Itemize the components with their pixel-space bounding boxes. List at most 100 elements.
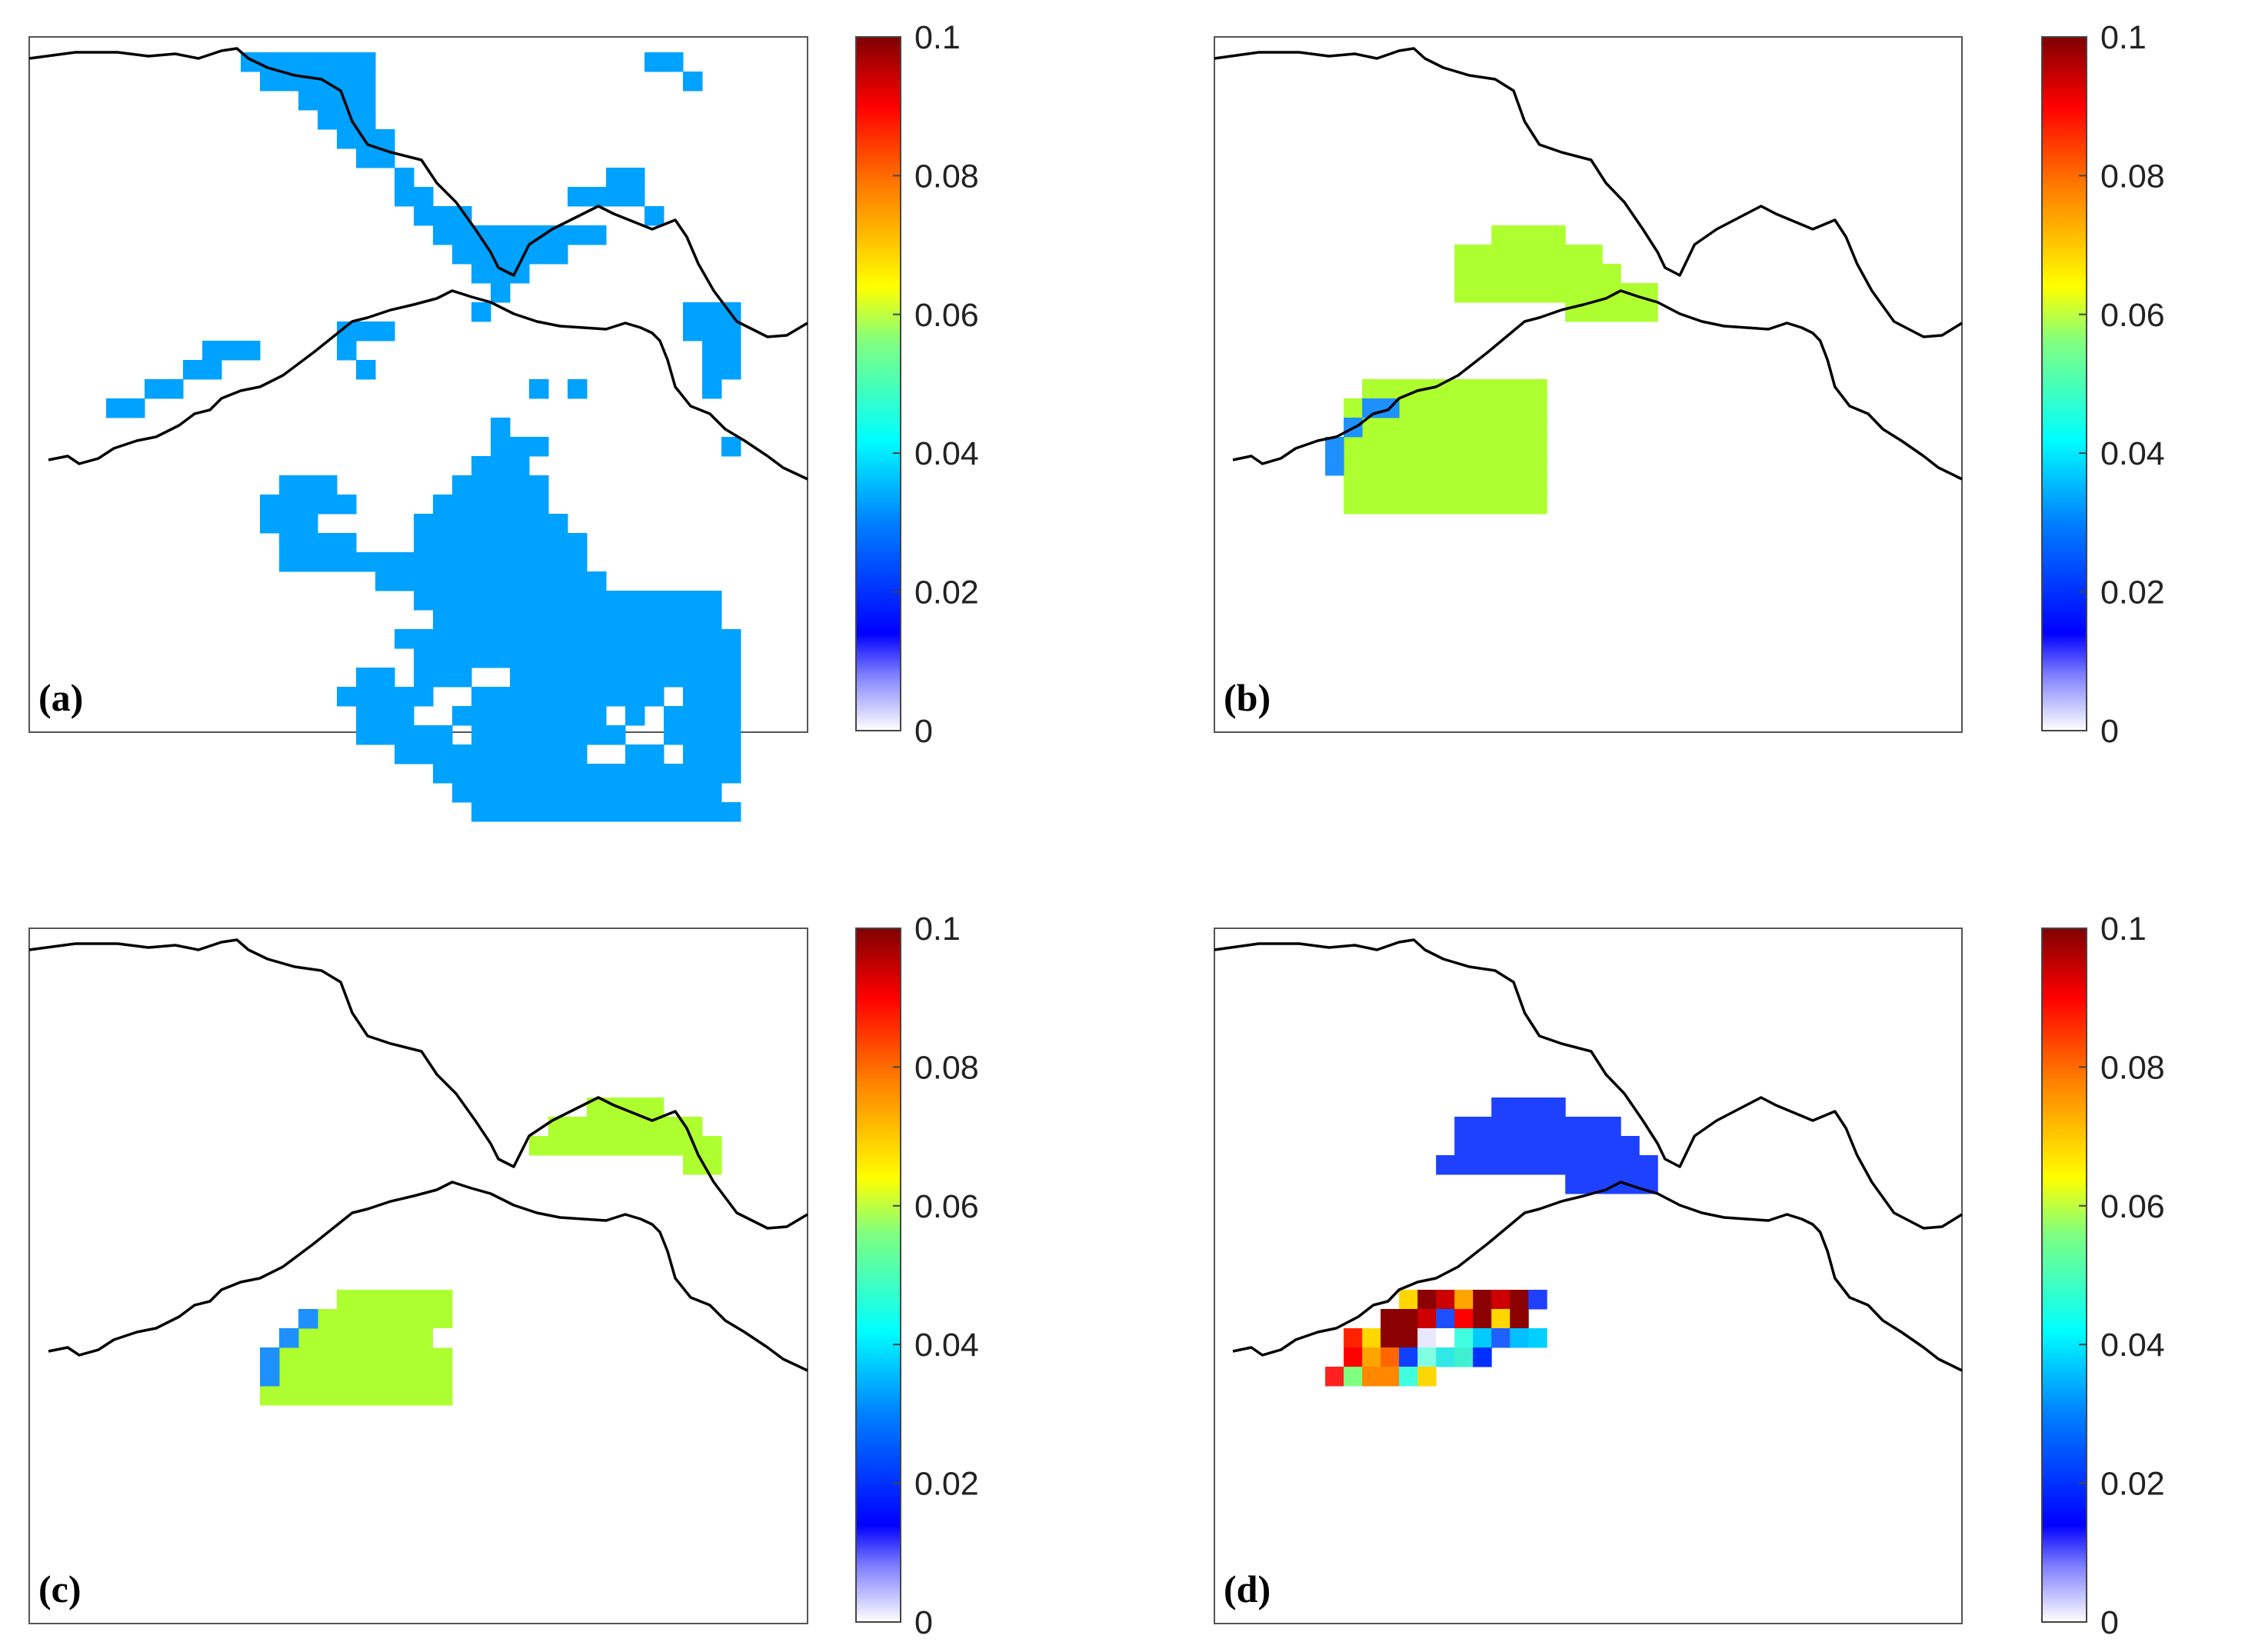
raster-cell — [1473, 1328, 1492, 1348]
raster-cell — [1417, 1347, 1437, 1367]
raster-cell — [1399, 1328, 1418, 1348]
raster-cell — [471, 302, 491, 322]
raster-cell — [318, 110, 376, 130]
raster-cell — [433, 764, 665, 784]
colorbar — [2041, 36, 2087, 731]
colorbar-tick-label: 0.06 — [2100, 297, 2165, 334]
raster-cell — [471, 802, 741, 822]
raster-cell — [491, 418, 511, 438]
raster-cell — [260, 514, 299, 534]
panel-label: (d) — [1224, 1567, 1271, 1610]
raster-cell — [1344, 475, 1547, 495]
raster-cell — [664, 764, 741, 784]
colorbar-tick-label: 0.02 — [914, 575, 979, 611]
raster-cell — [683, 321, 741, 341]
raster-cell — [1325, 456, 1344, 476]
raster-cell — [452, 245, 568, 265]
raster-cell — [337, 129, 395, 149]
raster-cell — [260, 1367, 453, 1387]
panel-b: (b) 0 0.02 0.04 0.06 0.08 0.1 — [1214, 19, 2165, 750]
raster-cell — [298, 514, 318, 534]
raster-cell — [568, 379, 588, 399]
colorbar-tick-label: 0.04 — [2100, 1327, 2165, 1364]
raster-cell — [375, 552, 588, 572]
colorbar — [855, 36, 901, 731]
raster-cell — [1454, 1117, 1621, 1137]
raster-cell — [452, 475, 549, 495]
raster-cell — [1436, 1328, 1455, 1348]
colorbar-tick-label: 0.08 — [2100, 1049, 2165, 1086]
raster-cell — [145, 379, 184, 399]
raster-cell — [510, 668, 741, 688]
raster-cell — [279, 1328, 453, 1348]
raster-cell — [356, 706, 415, 726]
colorbar-tick-label: 0.1 — [914, 19, 961, 56]
raster-cell — [414, 648, 741, 668]
boundary-upper — [28, 938, 808, 1230]
colorbar-tick-label: 0 — [2100, 713, 2119, 750]
raster-cell — [452, 783, 722, 803]
colorbar-tick-label: 0.02 — [2100, 1466, 2165, 1503]
raster-cell — [683, 1155, 722, 1175]
map-frame — [1214, 36, 1963, 733]
raster-cell — [1344, 456, 1547, 476]
raster-cell — [1491, 1309, 1511, 1329]
raster-layer — [1325, 225, 1658, 515]
raster-cell — [279, 552, 376, 572]
raster-cell — [260, 495, 357, 515]
raster-cell — [1344, 495, 1547, 515]
raster-cell — [1528, 1290, 1547, 1310]
colorbar-tick-label: 0.06 — [914, 1188, 979, 1225]
raster-cell — [1417, 1290, 1437, 1310]
raster-cell — [1473, 1347, 1492, 1367]
raster-cell — [1362, 1328, 1381, 1348]
raster-layer — [1325, 1097, 1658, 1387]
panel-label: (c) — [38, 1567, 82, 1610]
colorbar-tick-label: 0.1 — [2100, 911, 2147, 948]
boundary-lower — [1232, 289, 1963, 481]
raster-cell — [491, 437, 549, 457]
raster-cell — [702, 379, 722, 399]
raster-cell — [202, 341, 261, 361]
panel-c: (c) 0 0.02 0.04 0.06 0.08 0.1 — [28, 911, 979, 1641]
raster-cell — [337, 321, 395, 341]
raster-cell — [529, 379, 549, 399]
raster-cell — [664, 725, 741, 745]
raster-cell — [645, 206, 665, 226]
raster-cell — [279, 533, 357, 553]
raster-cell — [471, 687, 665, 707]
colorbar-tick-label: 0.1 — [2100, 19, 2147, 56]
raster-cell — [529, 1136, 722, 1156]
raster-cell — [1528, 1328, 1547, 1348]
raster-cell — [298, 1309, 453, 1329]
raster-layer — [260, 1097, 722, 1406]
colorbar-tick-label: 0.02 — [914, 1466, 979, 1503]
raster-cell — [471, 725, 626, 745]
raster-cell — [279, 475, 338, 495]
raster-cell — [279, 1347, 453, 1367]
raster-cell — [298, 1309, 318, 1329]
raster-cell — [683, 744, 741, 764]
raster-cell — [1381, 1347, 1400, 1367]
raster-cell — [702, 341, 741, 361]
raster-cell — [414, 514, 568, 534]
raster-cell — [337, 687, 434, 707]
raster-cell — [395, 168, 415, 188]
raster-cell — [1454, 1328, 1474, 1348]
raster-cell — [414, 533, 588, 553]
boundary-upper — [28, 47, 808, 338]
raster-cell — [1491, 1097, 1566, 1117]
raster-cell — [1325, 1367, 1344, 1387]
raster-cell — [414, 206, 472, 226]
colorbar-tick-label: 0.06 — [914, 297, 979, 334]
raster-cell — [279, 1328, 299, 1348]
raster-cell — [1491, 225, 1566, 245]
raster-cell — [452, 706, 607, 726]
raster-cell — [1436, 1309, 1455, 1329]
raster-cell — [1436, 1155, 1658, 1175]
raster-cell — [548, 1117, 703, 1137]
raster-cell — [106, 398, 145, 418]
raster-cell — [1381, 1309, 1400, 1329]
colorbar-tick-label: 0.04 — [914, 1327, 979, 1364]
raster-cell — [433, 610, 722, 630]
